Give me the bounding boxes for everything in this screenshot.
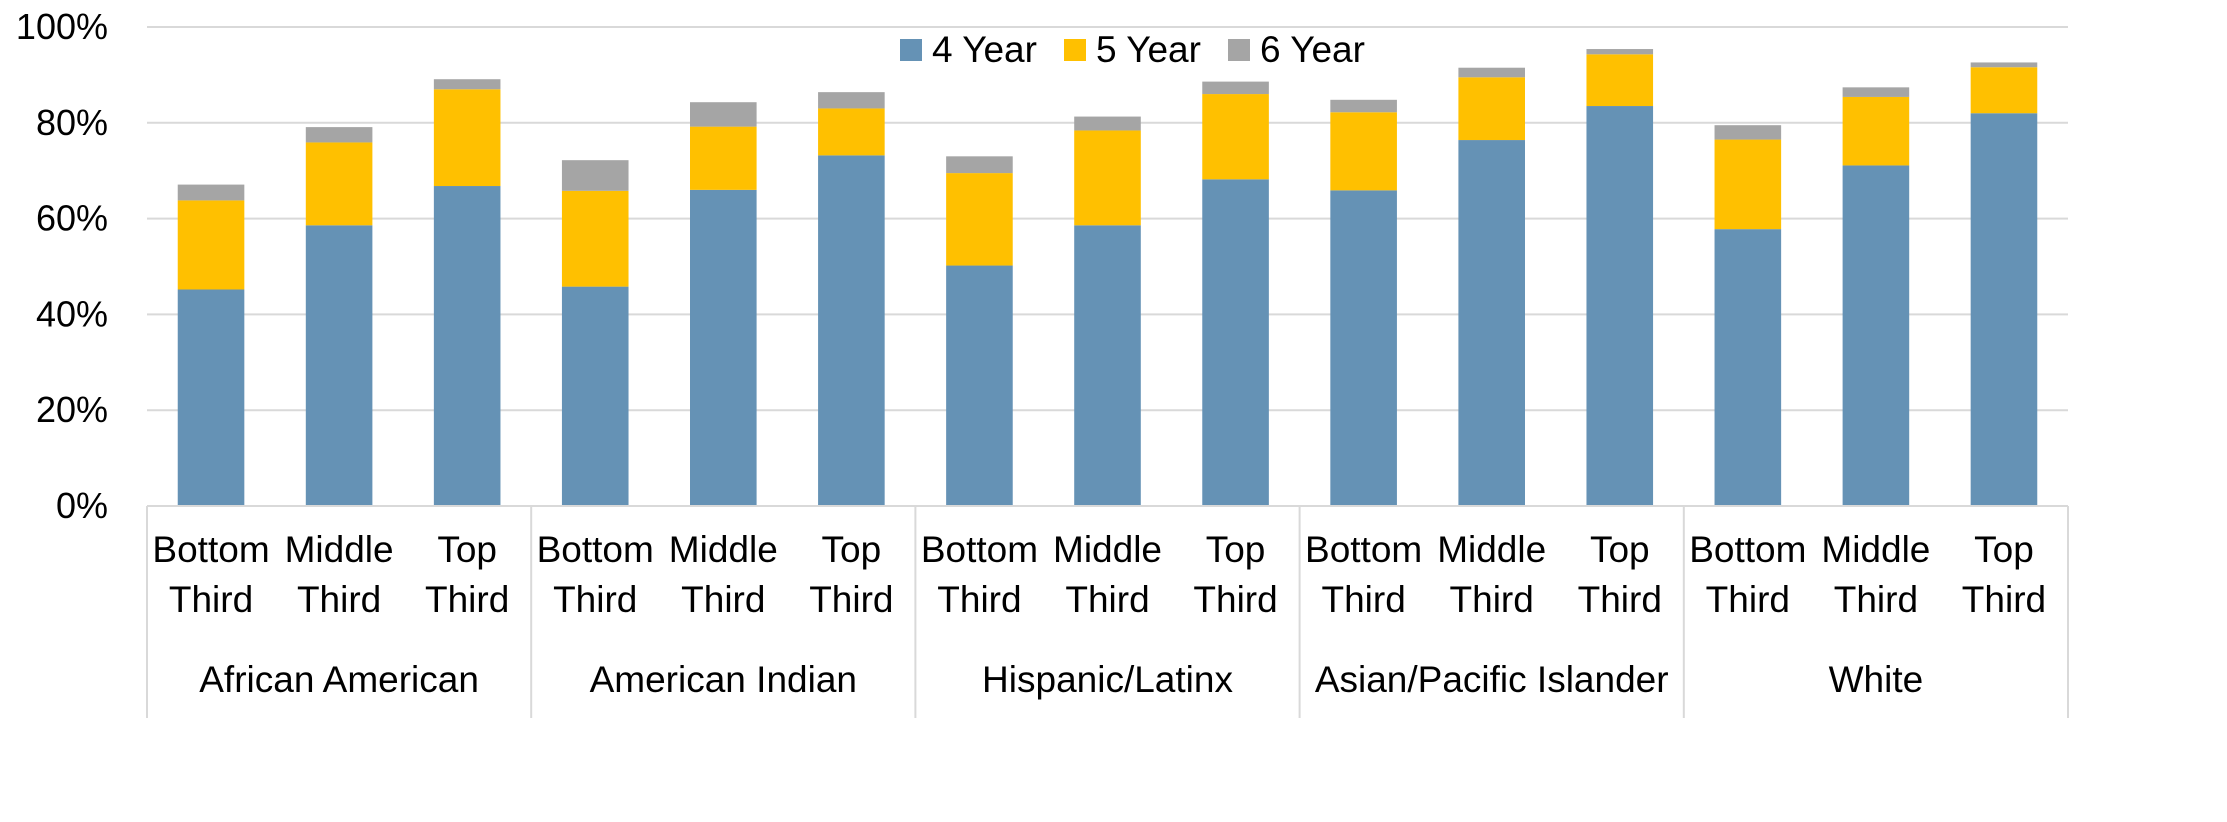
x-category-label: Middle — [285, 529, 394, 570]
bar-segment-6-year — [946, 156, 1013, 174]
x-group-label: Hispanic/Latinx — [982, 659, 1233, 700]
x-category-label: Third — [809, 579, 893, 620]
axes: 0% 20% 40% 60% 80% 100% Bottom Third Middle Third… — [16, 6, 2069, 718]
x-category-label: Third — [1962, 579, 2046, 620]
bar-segment-5-year — [690, 126, 757, 190]
x-category-label: Bottom — [921, 529, 1038, 570]
x-category-label: Third — [169, 579, 253, 620]
x-category-label: Bottom — [152, 529, 269, 570]
bar-segment-4-year — [818, 155, 885, 506]
bar-segment-5-year — [561, 190, 629, 287]
bar-segment-4-year — [433, 186, 501, 506]
bar-segment-5-year — [1714, 139, 1782, 230]
legend-label: 4 Year — [932, 29, 1037, 70]
x-category-label: Third — [937, 579, 1021, 620]
bar-segment-5-year — [305, 142, 373, 226]
x-category-label: Third — [1450, 579, 1534, 620]
legend: 4 Year 5 Year 6 Year — [900, 29, 1365, 70]
bar-segment-4-year — [561, 286, 629, 506]
bar-segment-4-year — [1330, 190, 1397, 507]
bar-segment-6-year — [690, 102, 757, 127]
bar-segment-5-year — [818, 108, 885, 156]
bar-segment-6-year — [1970, 62, 2038, 68]
bar-segment-6-year — [305, 127, 373, 143]
y-tick-label: 40% — [36, 293, 108, 334]
x-group-label: Asian/Pacific Islander — [1315, 659, 1669, 700]
bar-segment-5-year — [433, 89, 501, 187]
bar-segment-5-year — [1842, 96, 1910, 166]
x-category-label: Third — [681, 579, 765, 620]
bar-segment-4-year — [1202, 179, 1269, 506]
y-tick-label: 80% — [36, 102, 108, 143]
bar-segment-6-year — [1842, 87, 1910, 97]
bar-segment-4-year — [1458, 140, 1525, 506]
x-category-label: Top — [822, 529, 882, 570]
bar-segment-5-year — [1330, 112, 1397, 191]
x-category-label: Bottom — [1689, 529, 1806, 570]
bar-segment-6-year — [1458, 67, 1525, 78]
y-tick-label: 60% — [36, 198, 108, 239]
legend-swatch — [1064, 39, 1086, 61]
bar-segment-4-year — [1842, 165, 1910, 506]
y-tick-label: 20% — [36, 389, 108, 430]
bar-segment-6-year — [561, 160, 629, 191]
legend-label: 6 Year — [1260, 29, 1365, 70]
bar-segment-6-year — [1202, 81, 1269, 95]
x-category-label: Third — [553, 579, 637, 620]
bar-segment-4-year — [1714, 229, 1782, 506]
bar-segment-4-year — [946, 265, 1013, 506]
x-category-label: Third — [425, 579, 509, 620]
bar-segment-6-year — [1586, 49, 1654, 55]
x-category-label: Top — [1206, 529, 1266, 570]
y-tick-label: 100% — [16, 6, 108, 47]
bar-segment-6-year — [433, 79, 501, 90]
x-category-label: Third — [1834, 579, 1918, 620]
bar-segment-5-year — [1458, 77, 1525, 141]
x-group-label: American Indian — [590, 659, 857, 700]
bar-segment-4-year — [1970, 113, 2038, 506]
bar-segment-5-year — [1074, 130, 1141, 226]
x-category-label: Third — [1065, 579, 1149, 620]
legend-label: 5 Year — [1096, 29, 1201, 70]
x-category-label: Bottom — [537, 529, 654, 570]
bar-segment-4-year — [690, 189, 757, 507]
bar-segment-4-year — [177, 289, 245, 506]
x-category-label: Third — [1321, 579, 1405, 620]
bar-segment-5-year — [1586, 54, 1654, 107]
x-category-label: Middle — [669, 529, 778, 570]
bar-segment-5-year — [177, 200, 245, 290]
bar-segment-5-year — [946, 173, 1013, 266]
x-category-label: Third — [297, 579, 381, 620]
y-tick-label: 0% — [56, 485, 108, 526]
bars — [177, 49, 2038, 507]
legend-swatch — [1228, 39, 1250, 61]
bar-segment-6-year — [1714, 125, 1782, 140]
bar-segment-5-year — [1970, 67, 2038, 114]
bar-segment-6-year — [177, 184, 245, 201]
x-category-label: Middle — [1821, 529, 1930, 570]
bar-segment-5-year — [1202, 94, 1269, 180]
x-category-label: Top — [1974, 529, 2034, 570]
x-category-label: Third — [1706, 579, 1790, 620]
bar-segment-4-year — [1586, 106, 1654, 506]
bar-segment-6-year — [818, 92, 885, 109]
bar-segment-4-year — [305, 225, 373, 506]
bar-segment-4-year — [1074, 225, 1141, 506]
x-category-label: Bottom — [1305, 529, 1422, 570]
x-group-label: African American — [199, 659, 479, 700]
legend-swatch — [900, 39, 922, 61]
x-group-label: White — [1829, 659, 1924, 700]
x-category-label: Middle — [1053, 529, 1162, 570]
x-category-label: Third — [1578, 579, 1662, 620]
x-category-label: Top — [1590, 529, 1650, 570]
x-category-label: Middle — [1437, 529, 1546, 570]
bar-segment-6-year — [1330, 99, 1397, 113]
x-category-label: Top — [437, 529, 497, 570]
x-category-label: Third — [1193, 579, 1277, 620]
bar-segment-6-year — [1074, 116, 1141, 131]
